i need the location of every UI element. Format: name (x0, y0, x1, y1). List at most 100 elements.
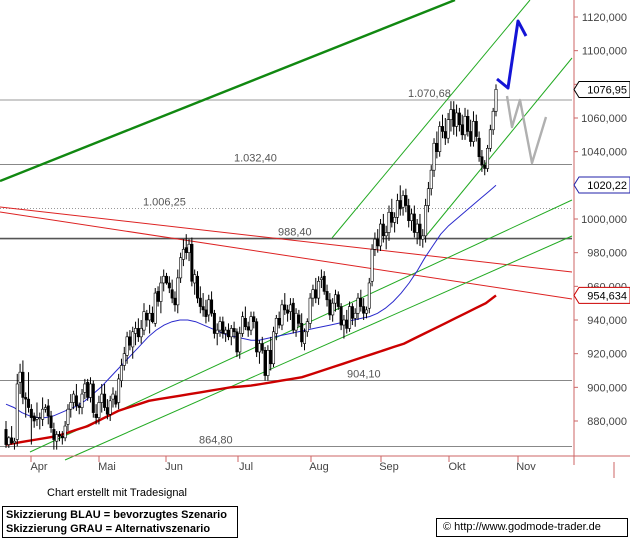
long-term-trend-line (0, 0, 456, 183)
candle (255, 318, 259, 358)
candle (477, 131, 481, 162)
candle (286, 304, 290, 322)
candle (277, 311, 281, 329)
candle (167, 276, 171, 294)
candle (362, 298, 366, 320)
candle-body (410, 213, 414, 221)
candle (243, 306, 247, 331)
candle-body (148, 312, 152, 321)
candle-body (88, 383, 92, 398)
candle (58, 431, 62, 442)
price-marker-box (573, 286, 630, 304)
level-label: 904,10 (347, 368, 381, 380)
candle (291, 298, 295, 334)
candle-body (10, 437, 14, 444)
price-marker-box (573, 176, 630, 194)
scenario-legend: Skizzierung BLAU = bevorzugtes Szenario … (2, 506, 238, 538)
candle (426, 181, 430, 213)
candle (12, 437, 16, 450)
candle (108, 395, 112, 421)
candle (345, 309, 349, 334)
candle (269, 336, 273, 371)
candle-body (266, 349, 270, 376)
candle (111, 387, 115, 408)
candle-body (60, 435, 64, 439)
candle-body (333, 294, 337, 304)
candle (173, 291, 177, 312)
candle (373, 232, 377, 257)
candle-body (72, 393, 76, 403)
y-tick-label: 1100,000 (582, 46, 627, 58)
candle-body (41, 408, 45, 420)
candle-body (395, 200, 399, 218)
candle-body (165, 275, 169, 284)
candle-body (443, 131, 447, 139)
candle-body (469, 131, 473, 142)
y-tick-label: 880,000 (587, 416, 627, 428)
level-label: 864,80 (199, 435, 233, 447)
candle (201, 293, 205, 317)
candle-body (159, 282, 163, 302)
candle-body (187, 243, 191, 253)
candles (4, 84, 498, 450)
website-link[interactable]: © http://www.godmode-trader.de (436, 518, 628, 537)
candle-body (111, 393, 115, 400)
candle (49, 410, 53, 433)
scenario-sketches (496, 19, 548, 165)
candle (314, 277, 318, 304)
candle (410, 208, 414, 231)
x-tick-label: Apr (30, 461, 47, 473)
candle-body (426, 188, 430, 206)
candle (117, 373, 121, 410)
candle-body (198, 297, 202, 307)
candle (7, 436, 11, 448)
candle (134, 321, 138, 346)
candle-body (418, 223, 422, 240)
candle (390, 198, 394, 228)
candle-body (43, 407, 47, 410)
candle-body (463, 116, 467, 136)
candle (150, 306, 154, 324)
candle (463, 107, 467, 140)
candle (131, 326, 135, 359)
candle (241, 311, 245, 337)
candle (139, 320, 143, 344)
candle-body (483, 164, 487, 169)
candle (91, 380, 95, 418)
candle (88, 377, 92, 403)
candle-body (305, 321, 309, 333)
candle (232, 321, 236, 339)
candle-body (255, 321, 259, 353)
candle-body (167, 282, 171, 289)
candle-body (345, 319, 349, 329)
candle (238, 326, 242, 359)
candle (224, 326, 228, 342)
candle (221, 316, 225, 339)
candle-body (449, 109, 453, 120)
y-tick-label: 1120,000 (582, 12, 627, 24)
candle-body (142, 311, 146, 331)
candle (449, 101, 453, 132)
candle (125, 331, 129, 364)
candle (148, 304, 152, 334)
price-chart: 1.070,68 1.032,40 1.006,25 988,40 904,10 864,… (0, 0, 630, 478)
candle (252, 311, 256, 329)
candle-body (226, 329, 230, 338)
candle (165, 272, 169, 285)
candle (195, 271, 199, 304)
candle-body (435, 142, 439, 152)
candle-body (455, 112, 459, 127)
x-tick-label: Mai (98, 461, 116, 473)
candle (128, 330, 132, 351)
candle (370, 244, 374, 287)
candle (249, 311, 253, 336)
scenario-gray-sketch (505, 95, 548, 165)
candle-body (145, 312, 149, 321)
candle-body (238, 333, 242, 353)
candle-body (179, 257, 183, 279)
candle-body (291, 302, 295, 331)
candle-body (379, 223, 383, 247)
candle-body (294, 312, 298, 331)
x-tick-label: Nov (516, 461, 536, 473)
y-tick-label: 940,000 (587, 315, 627, 327)
